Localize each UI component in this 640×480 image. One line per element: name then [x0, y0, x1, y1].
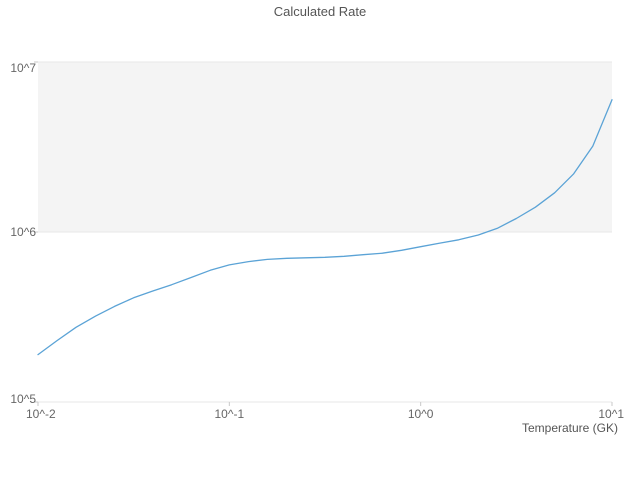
y-tick-label: 10^6 [10, 225, 36, 239]
x-tick-label: 10^1 [598, 407, 624, 421]
x-tick-label: 10^-1 [215, 407, 245, 421]
shaded-band-layer [38, 62, 612, 232]
y-tick-label: 10^5 [10, 392, 36, 406]
x-axis-label: Temperature (GK) [522, 421, 618, 435]
gridline-layer [38, 61, 612, 403]
tick-layer: 10^-2 10^-1 10^0 10^1 10^5 10^6 10^7 [10, 61, 624, 421]
chart-title: Calculated Rate [274, 4, 367, 19]
calculated-rate-line [37, 99, 613, 356]
shaded-band [38, 62, 612, 232]
x-tick-label: 10^0 [408, 407, 434, 421]
y-tick-label: 10^7 [10, 61, 36, 75]
series-layer [37, 99, 613, 356]
x-tick-label: 10^-2 [26, 407, 56, 421]
